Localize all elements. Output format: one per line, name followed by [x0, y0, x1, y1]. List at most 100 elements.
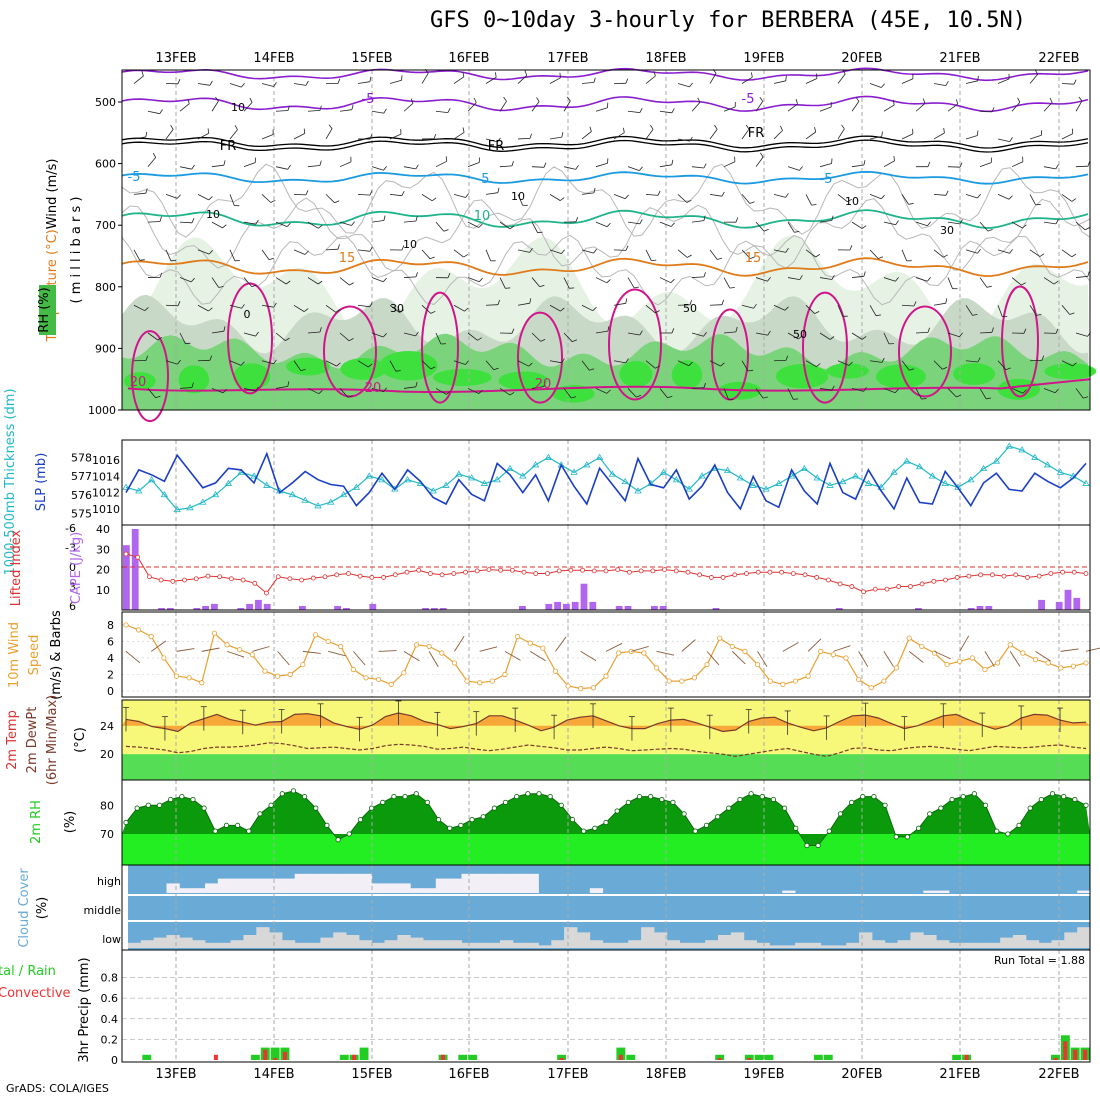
wind-barb-flag [511, 160, 514, 167]
wind-barb [1043, 221, 1056, 225]
wind-barb [741, 76, 753, 84]
wind-barb [467, 277, 480, 283]
cloud-low-bar [256, 927, 270, 948]
precip-total-bar [952, 1054, 962, 1060]
data-point [491, 805, 497, 811]
cloud-high-bar [371, 883, 385, 893]
pressure-tick-label: 600 [95, 158, 116, 171]
wind-barb-flag [473, 97, 477, 103]
wind-barb [805, 249, 816, 258]
wind-barb [517, 302, 530, 306]
wind-barb [805, 78, 818, 84]
data-point [915, 825, 922, 831]
wind-barb [581, 131, 592, 140]
wind-barb-flag [895, 277, 899, 282]
wind-barb [819, 106, 832, 112]
wind-barb-flag [977, 249, 981, 254]
wind-barb-flag [529, 298, 532, 304]
wind-barb-flag [273, 359, 277, 365]
wind-barb [275, 221, 288, 227]
panel-label-wind10m-3: (m/s) & Barbs [49, 610, 64, 700]
wind-barb-flag [337, 244, 340, 250]
wind-barb-flag [831, 385, 835, 391]
wind-barb [293, 194, 307, 196]
wind-barb [563, 332, 573, 342]
wind-barb-flag [561, 132, 564, 138]
wind10m-barb [580, 650, 597, 662]
rh-scale-swatch [39, 285, 56, 335]
cloud-low-bar [782, 945, 796, 948]
wind-barb [307, 277, 319, 285]
wind-barb-flag [653, 71, 656, 77]
data-point [804, 842, 810, 849]
wind-barb [787, 332, 799, 340]
wind-barb-flag [185, 342, 191, 345]
precip-conv-bar [213, 1054, 218, 1060]
wind-barb-flag [187, 98, 190, 104]
cloud-low-bar [371, 942, 385, 948]
isotherm-freezing [121, 135, 1089, 149]
wind-barb-flag [703, 382, 706, 388]
rh-fill-90 [775, 364, 829, 389]
wind-barb [179, 103, 190, 112]
wind-barb [165, 360, 178, 365]
rh-tick-label: 70 [100, 828, 114, 841]
data-point [813, 474, 821, 481]
wind-barb-flag [799, 275, 803, 280]
data-point [692, 828, 698, 834]
wind-barb-flag [208, 307, 213, 312]
wind-barb-flag [369, 246, 373, 252]
cloud-low-bar [807, 942, 822, 948]
cape-bar [422, 608, 429, 610]
pressure-tick-label: 500 [95, 96, 116, 109]
wind10m-barb [403, 650, 420, 662]
wind-barb [965, 305, 973, 316]
cloud-high-bar [487, 873, 501, 893]
wind-barb [869, 194, 882, 200]
wind-barb-flag [977, 193, 981, 199]
wind-barb-flag [687, 254, 692, 258]
precip-total-bar [715, 1054, 725, 1060]
rh-contour-label: 0 [244, 308, 251, 321]
data-point [580, 567, 585, 573]
data-point [263, 481, 271, 488]
rh-contour [121, 163, 1091, 238]
data-point [246, 828, 252, 834]
data-point [826, 481, 834, 488]
data-point [864, 479, 873, 486]
data-point [1027, 805, 1033, 811]
wind-barb [563, 100, 571, 112]
data-point [310, 575, 316, 581]
wind-barb-flag [177, 359, 181, 365]
data-point [767, 678, 773, 684]
panel-label-dewpt: 2m DewPt [25, 707, 40, 774]
data-point [826, 577, 831, 583]
wind-barb-flag [304, 250, 309, 255]
cloud-high-bar [205, 883, 219, 893]
data-point [861, 589, 866, 595]
wind-barb [133, 136, 146, 140]
wind-barb [549, 136, 562, 140]
wind-barb [563, 166, 576, 170]
wind-barb-flag [593, 187, 596, 193]
data-point [186, 504, 194, 511]
wind-barb [979, 162, 992, 168]
cloud-low-bar [615, 942, 629, 948]
data-point [365, 472, 373, 479]
thickness-tick-label: 578 [71, 451, 92, 464]
data-point [228, 576, 234, 582]
wind-barb [147, 332, 159, 341]
wind-barb-flag [222, 224, 227, 229]
wind-barb [275, 277, 287, 285]
data-point [775, 479, 783, 486]
wind-barb [915, 388, 922, 400]
wind-barb [1011, 221, 1023, 229]
wind-barb [531, 277, 541, 288]
wind-barb-flag [1021, 282, 1026, 286]
wind-barb-flag [415, 216, 418, 222]
wind-barb [371, 110, 384, 114]
wind10m-barb [934, 650, 951, 660]
wind-barb [755, 101, 764, 112]
data-point [376, 676, 382, 683]
wind-barb [499, 165, 513, 168]
